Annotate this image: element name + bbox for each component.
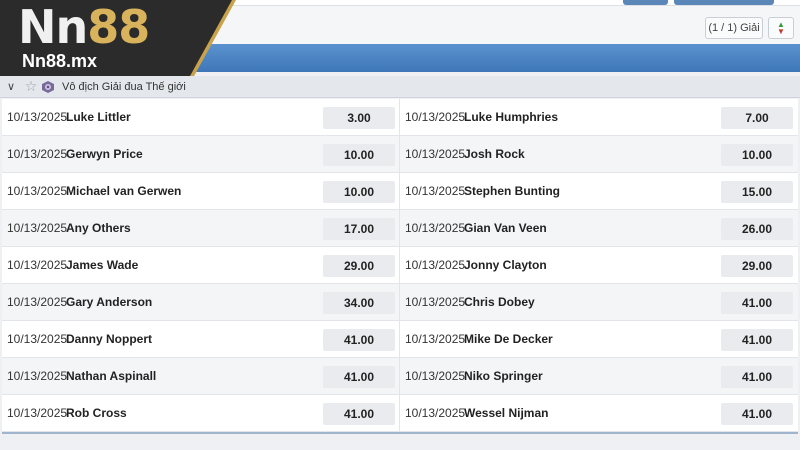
player-name: Gerwyn Price: [66, 147, 143, 161]
toolbar-tab-2[interactable]: [674, 0, 774, 5]
event-date: 10/13/2025: [7, 332, 68, 346]
outright-cell: 10/13/2025 Gary Anderson 34.00: [2, 284, 400, 321]
odds-button[interactable]: 29.00: [721, 255, 793, 277]
outright-cell: 10/13/2025 Gerwyn Price 10.00: [2, 136, 400, 173]
table-row: 10/13/2025 James Wade 29.00 10/13/2025 J…: [2, 247, 798, 284]
outright-cell: 10/13/2025 Michael van Gerwen 10.00: [2, 173, 400, 210]
outright-cell: 10/13/2025 Stephen Bunting 15.00: [400, 173, 798, 210]
odds-button[interactable]: 17.00: [323, 218, 395, 240]
table-row: 10/13/2025 Danny Noppert 41.00 10/13/202…: [2, 321, 798, 358]
outright-cell: 10/13/2025 Nathan Aspinall 41.00: [2, 358, 400, 395]
event-date: 10/13/2025: [405, 406, 466, 420]
event-date: 10/13/2025: [405, 258, 466, 272]
player-name: Luke Humphries: [464, 110, 559, 124]
odds-button[interactable]: 26.00: [721, 218, 793, 240]
brand-logo[interactable]: Nn88 Nn88.mx: [0, 0, 232, 76]
player-name: Gary Anderson: [66, 295, 153, 309]
odds-button[interactable]: 41.00: [323, 366, 395, 388]
outright-cell: 10/13/2025 Chris Dobey 41.00: [400, 284, 798, 321]
toolbar-tab-1[interactable]: [623, 0, 668, 5]
table-row: 10/13/2025 Gary Anderson 34.00 10/13/202…: [2, 284, 798, 321]
event-date: 10/13/2025: [405, 110, 466, 124]
odds-button[interactable]: 10.00: [721, 144, 793, 166]
sort-arrows-icon[interactable]: ▲ ▼: [768, 17, 794, 39]
outright-cell: 10/13/2025 Gian Van Veen 26.00: [400, 210, 798, 247]
player-name: Gian Van Veen: [464, 221, 547, 235]
odds-button[interactable]: 10.00: [323, 181, 395, 203]
chevron-down-icon[interactable]: ∨: [6, 81, 16, 93]
player-name: Wessel Nijman: [464, 406, 549, 420]
odds-button[interactable]: 41.00: [323, 403, 395, 425]
event-date: 10/13/2025: [405, 147, 466, 161]
player-name: Any Others: [66, 221, 131, 235]
odds-button[interactable]: 41.00: [721, 403, 793, 425]
event-date: 10/13/2025: [405, 184, 466, 198]
odds-button[interactable]: 34.00: [323, 292, 395, 314]
table-row: 10/13/2025 Gerwyn Price 10.00 10/13/2025…: [2, 136, 798, 173]
player-name: James Wade: [66, 258, 139, 272]
table-row: 10/13/2025 Rob Cross 41.00 10/13/2025 We…: [2, 395, 798, 432]
player-name: Rob Cross: [66, 406, 127, 420]
player-name: Josh Rock: [464, 147, 525, 161]
player-name: Mike De Decker: [464, 332, 553, 346]
league-pager[interactable]: (1 / 1) Giải: [705, 17, 763, 39]
event-date: 10/13/2025: [7, 221, 68, 235]
event-date: 10/13/2025: [7, 258, 68, 272]
league-name: Vô địch Giải đua Thế giới: [62, 80, 186, 93]
event-date: 10/13/2025: [405, 332, 466, 346]
event-date: 10/13/2025: [7, 369, 68, 383]
outright-cell: 10/13/2025 Wessel Nijman 41.00: [400, 395, 798, 432]
player-name: Nathan Aspinall: [66, 369, 157, 383]
odds-button[interactable]: 10.00: [323, 144, 395, 166]
player-name: Stephen Bunting: [464, 184, 560, 198]
outright-cell: 10/13/2025 Jonny Clayton 29.00: [400, 247, 798, 284]
odds-button[interactable]: 41.00: [323, 329, 395, 351]
odds-table: 10/13/2025 Luke Littler 3.00 10/13/2025 …: [2, 99, 798, 434]
player-name: Chris Dobey: [464, 295, 535, 309]
player-name: Jonny Clayton: [464, 258, 547, 272]
event-date: 10/13/2025: [7, 406, 68, 420]
event-date: 10/13/2025: [405, 295, 466, 309]
table-row: 10/13/2025 Michael van Gerwen 10.00 10/1…: [2, 173, 798, 210]
player-name: Michael van Gerwen: [66, 184, 182, 198]
event-date: 10/13/2025: [7, 184, 68, 198]
table-row: 10/13/2025 Nathan Aspinall 41.00 10/13/2…: [2, 358, 798, 395]
outright-cell: 10/13/2025 Mike De Decker 41.00: [400, 321, 798, 358]
outright-cell: 10/13/2025 Any Others 17.00: [2, 210, 400, 247]
logo-domain: Nn88.mx: [22, 51, 98, 71]
odds-button[interactable]: 3.00: [323, 107, 395, 129]
logo-wordmark: Nn88: [18, 0, 150, 54]
event-date: 10/13/2025: [405, 221, 466, 235]
odds-button[interactable]: 41.00: [721, 292, 793, 314]
table-row: 10/13/2025 Any Others 17.00 10/13/2025 G…: [2, 210, 798, 247]
top-strip: [220, 0, 800, 6]
dartboard-icon: [40, 80, 56, 94]
event-date: 10/13/2025: [405, 369, 466, 383]
league-header: ∨ ☆ Vô địch Giải đua Thế giới: [0, 76, 800, 98]
outright-cell: 10/13/2025 Luke Littler 3.00: [2, 99, 400, 136]
event-date: 10/13/2025: [7, 295, 68, 309]
odds-button[interactable]: 15.00: [721, 181, 793, 203]
star-icon[interactable]: ☆: [24, 78, 38, 94]
odds-button[interactable]: 29.00: [323, 255, 395, 277]
event-date: 10/13/2025: [7, 110, 68, 124]
odds-button[interactable]: 7.00: [721, 107, 793, 129]
outright-cell: 10/13/2025 James Wade 29.00: [2, 247, 400, 284]
table-row: 10/13/2025 Luke Littler 3.00 10/13/2025 …: [2, 99, 798, 136]
event-date: 10/13/2025: [7, 147, 68, 161]
outright-cell: 10/13/2025 Josh Rock 10.00: [400, 136, 798, 173]
odds-button[interactable]: 41.00: [721, 366, 793, 388]
player-name: Niko Springer: [464, 369, 543, 383]
outright-cell: 10/13/2025 Niko Springer 41.00: [400, 358, 798, 395]
outright-cell: 10/13/2025 Rob Cross 41.00: [2, 395, 400, 432]
outright-cell: 10/13/2025 Luke Humphries 7.00: [400, 99, 798, 136]
player-name: Luke Littler: [66, 110, 131, 124]
player-name: Danny Noppert: [66, 332, 153, 346]
outright-cell: 10/13/2025 Danny Noppert 41.00: [2, 321, 400, 358]
odds-button[interactable]: 41.00: [721, 329, 793, 351]
